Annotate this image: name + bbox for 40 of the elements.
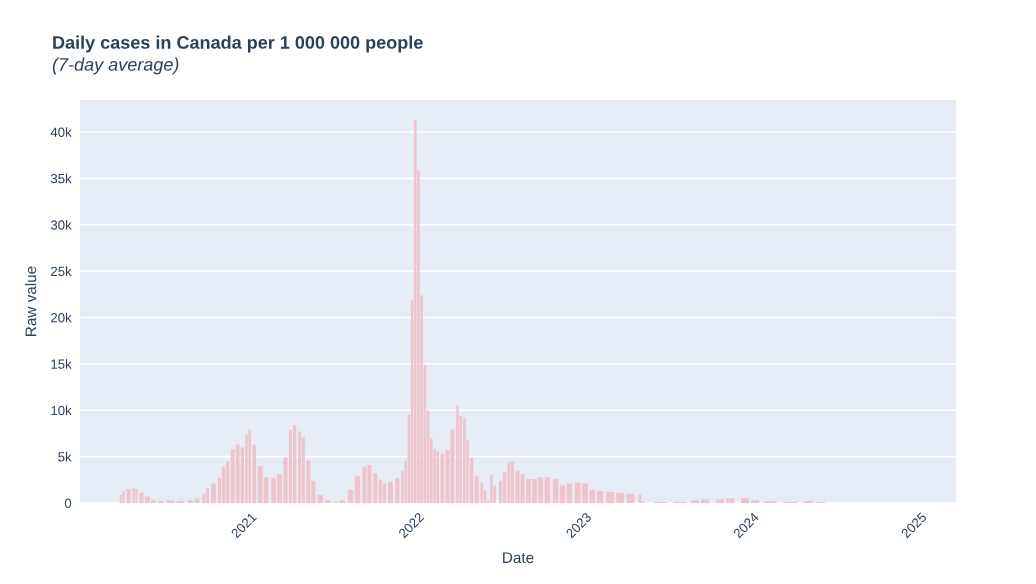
bar — [463, 417, 466, 503]
bar — [235, 444, 240, 503]
bar — [139, 492, 144, 503]
bar — [490, 475, 493, 503]
bar — [362, 466, 367, 503]
bar — [206, 488, 209, 503]
y-tick-label: 20k — [51, 312, 72, 323]
y-tick-label: 35k — [50, 173, 72, 184]
bar — [373, 473, 378, 503]
bar — [324, 500, 331, 503]
bar — [436, 451, 440, 503]
y-tick-label: 25k — [51, 266, 72, 277]
chart-subtitle: (7-day average) — [52, 57, 179, 75]
bar — [507, 462, 511, 503]
y-tick-label: 0 — [64, 498, 72, 508]
bar — [226, 461, 230, 503]
bar — [552, 478, 559, 503]
bar — [378, 479, 383, 503]
y-tick-label: 10k — [51, 405, 72, 416]
bar — [339, 500, 346, 503]
bar — [288, 429, 293, 503]
bar — [559, 485, 566, 503]
x-axis-title: Date — [503, 552, 534, 564]
bar — [211, 483, 216, 503]
y-tick-label: 15k — [51, 359, 72, 369]
bar — [388, 481, 393, 503]
bar — [440, 453, 445, 503]
bar — [474, 476, 479, 503]
bar — [347, 490, 354, 503]
bar — [292, 425, 297, 503]
bar — [413, 119, 417, 503]
y-axis-title: Raw value — [25, 266, 37, 336]
y-tick-label: 5k — [58, 451, 72, 462]
bar — [544, 477, 551, 503]
bar — [126, 489, 131, 503]
bar — [395, 477, 400, 503]
y-tick-label: 30k — [50, 219, 72, 230]
y-tick-label: 40k — [50, 127, 72, 137]
bar — [354, 476, 361, 503]
chart-title: Daily cases in Canada per 1 000 000 people — [53, 35, 423, 53]
